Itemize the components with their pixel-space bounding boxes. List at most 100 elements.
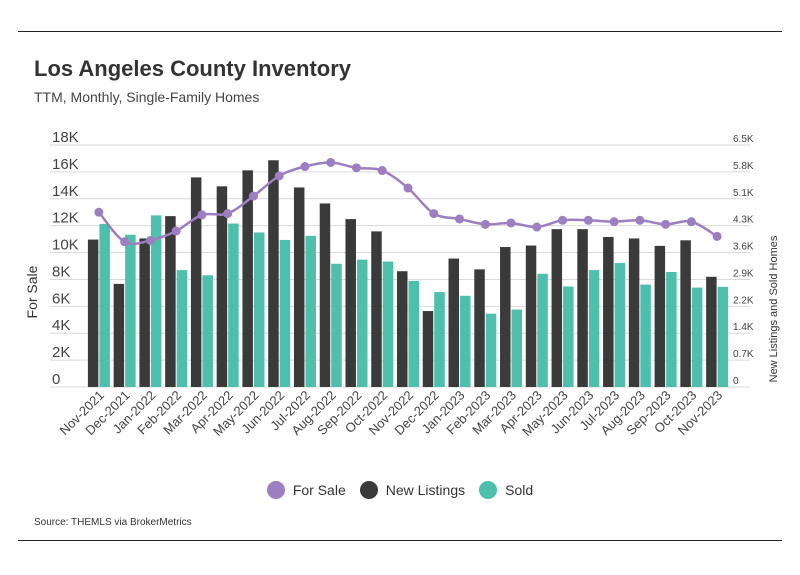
bar-sold [253,232,265,387]
y2-tick-label: 3.6K [733,242,754,253]
for-sale-point [274,171,284,181]
bar-new-listings [680,240,691,387]
bar-sold [99,223,110,387]
y2-tick-label: 0 [733,376,739,387]
bar-sold [202,275,213,387]
bar-new-listings [397,271,408,387]
for-sale-point [223,209,233,219]
bar-new-listings [216,186,228,387]
source-note: Source: THEMLS via BrokerMetrics [34,517,192,528]
y2-tick-label: 5.1K [733,188,754,199]
bar-sold [434,292,445,387]
for-sale-point [120,237,130,247]
y-tick-label: 16K [52,156,79,173]
for-sale-point [532,222,542,232]
bar-new-listings [165,216,176,387]
bar-sold [537,273,548,387]
for-sale-point [429,209,439,219]
bar-sold [717,286,729,387]
bar-new-listings [525,245,537,387]
for-sale-point [635,215,645,225]
for-sale-point [351,163,361,173]
y2-tick-label: 4.3K [733,215,754,226]
bar-sold [485,313,497,387]
y-tick-label: 6K [52,290,70,307]
y-tick-label: 0 [52,371,60,388]
bar-new-listings [319,203,331,387]
bar-new-listings [139,238,150,387]
legend-item-sold: Sold [479,481,533,499]
bar-new-listings [190,177,202,387]
y2-tick-label: 5.8K [733,161,754,172]
chart-title: Los Angeles County Inventory [34,56,352,81]
for-sale-point [403,183,413,193]
bar-sold [588,270,600,387]
y-tick-label: 18K [52,129,79,146]
for-sale-point [197,210,207,220]
for-sale-point [94,207,104,217]
legend-label-sold: Sold [505,482,534,498]
bar-new-listings [345,219,356,387]
bar-new-listings [654,245,666,387]
legend-swatch-for-sale [266,481,285,499]
for-sale-point [377,166,387,176]
for-sale-point [300,162,310,172]
y-axis-title: For Sale [24,265,40,318]
legend-item-new-listings: New Listings [359,481,466,499]
y-tick-label: 14K [52,183,79,200]
bar-new-listings [577,229,588,387]
for-sale-point [145,235,155,245]
bar-new-listings [706,276,717,387]
bar-sold [563,286,574,387]
for-sale-point [661,219,671,229]
bar-sold [640,284,651,387]
legend-label-for-sale: For Sale [292,482,346,498]
for-sale-point [583,215,593,225]
for-sale-point [248,191,258,201]
bar-new-listings [242,170,253,387]
for-sale-point [506,218,516,228]
for-sale-point [171,226,181,236]
for-sale-point [686,217,696,227]
for-sale-point [455,214,465,224]
bar-sold [305,235,316,387]
bar-new-listings [268,160,279,387]
bar-sold [356,259,368,387]
bar-sold [408,280,419,387]
bar-new-listings [603,236,614,387]
y-tick-label: 10K [52,237,79,254]
bar-new-listings [628,238,640,387]
y2-tick-label: 1.4K [733,322,754,333]
y2-axis-title: New Listings and Sold Homes [768,235,780,382]
bar-sold [691,287,703,387]
legend-label-new-listings: New Listings [385,482,466,498]
bar-new-listings [422,311,434,387]
bar-new-listings [551,229,563,387]
bar-sold [125,234,136,387]
y2-tick-label: 6.5K [733,134,754,145]
bar-new-listings [448,258,460,387]
legend-swatch-new-listings [359,481,378,499]
bar-sold [666,271,677,387]
chart-legend: For Sale New Listings Sold [0,481,800,499]
y2-tick-label: 2.9K [733,268,754,279]
for-sale-point [712,231,722,241]
y-tick-label: 4K [52,317,70,334]
bar-new-listings [87,239,99,387]
y-tick-label: 12K [52,210,79,227]
bar-new-listings [474,269,485,387]
bar-sold [614,263,626,387]
bar-sold [382,261,394,387]
bar-sold [511,309,523,387]
bar-new-listings [371,231,382,387]
legend-swatch-sold [479,481,498,499]
for-sale-point [480,219,490,229]
y2-tick-label: 0.7K [733,349,754,360]
y-tick-label: 8K [52,263,70,280]
bottom-rule [18,540,782,541]
bar-sold [331,263,342,387]
for-sale-point [326,157,336,167]
bar-sold [460,295,471,387]
bar-sold [279,239,291,387]
